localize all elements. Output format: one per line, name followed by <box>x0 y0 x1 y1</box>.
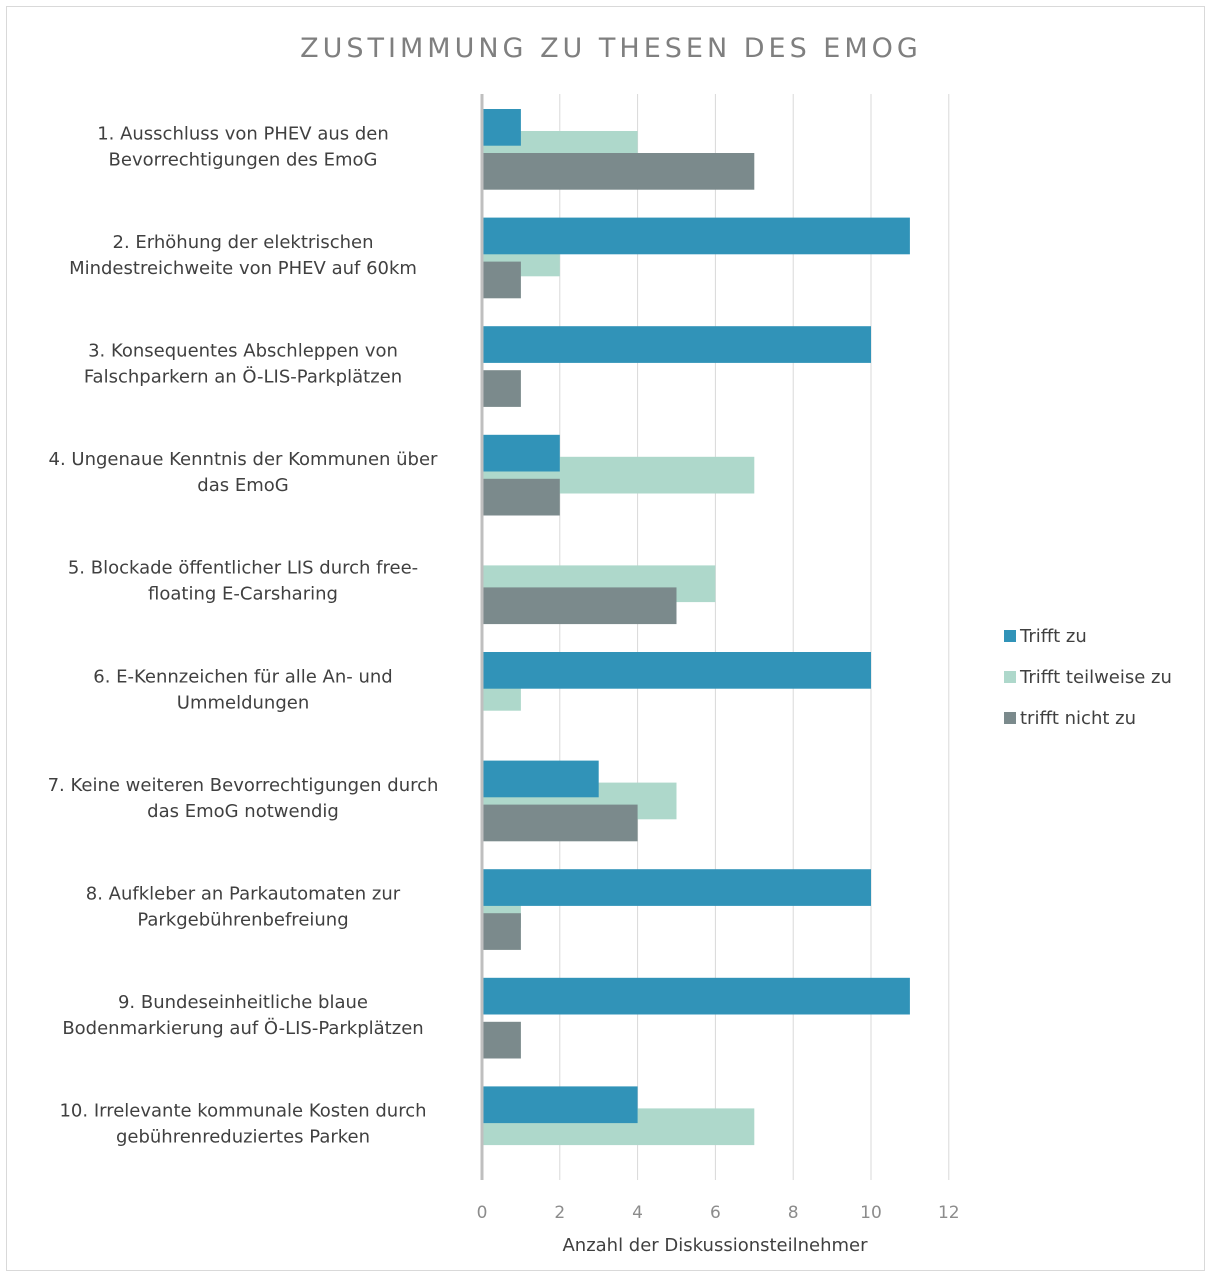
chart-title: ZUSTIMMUNG ZU THESEN DES EMOG <box>300 33 922 64</box>
category-label-line: 1. Ausschluss von PHEV aus den <box>97 123 389 144</box>
gridlines <box>559 94 950 1180</box>
category-label: 10. Irrelevante kommunale Kosten durch ge… <box>59 1101 426 1148</box>
bar-trifft-nicht-zu-8 <box>482 913 521 950</box>
category-label-line: floating E-Carsharing <box>148 584 338 605</box>
bar-trifft-nicht-zu-3 <box>482 370 521 407</box>
category-label: 3. Konsequentes Abschleppen von Falschpar… <box>84 341 402 388</box>
bar-trifft-zu-8 <box>482 869 871 906</box>
bar-trifft-zu-3 <box>482 326 871 363</box>
bar-trifft-nicht-zu-5 <box>482 587 677 625</box>
x-tick-label: 10 <box>860 1203 882 1223</box>
category-label-line: Bodenmarkierung auf Ö-LIS-Parkplätzen <box>62 1017 423 1039</box>
x-tick-label: 12 <box>938 1203 960 1223</box>
bar-trifft-zu-2 <box>482 217 910 255</box>
bar-trifft-zu-4 <box>482 434 560 472</box>
category-label-line: das EmoG notwendig <box>147 801 339 822</box>
bar-trifft-zu-6 <box>482 652 871 689</box>
category-label-line: 4. Ungenaue Kenntnis der Kommunen über <box>49 449 439 470</box>
legend: Trifft zu Trifft teilweise zu trifft nicht… <box>1004 626 1172 729</box>
bar-trifft-zu-9 <box>482 977 910 1015</box>
legend-swatch <box>1004 671 1016 683</box>
category-label-line: 3. Konsequentes Abschleppen von <box>88 341 398 362</box>
category-label-line: Ummeldungen <box>177 692 309 713</box>
category-label-line: 8. Aufkleber an Parkautomaten zur <box>86 884 401 905</box>
bar-trifft-zu-10 <box>482 1086 638 1124</box>
legend-label: trifft nicht zu <box>1020 708 1136 729</box>
legend-swatch <box>1004 630 1016 642</box>
category-label-line: Falschparkern an Ö-LIS-Parkplätzen <box>84 366 402 388</box>
category-label: 8. Aufkleber an Parkautomaten zur Parkgeb… <box>86 884 401 931</box>
legend-label: Trifft teilweise zu <box>1019 667 1172 688</box>
x-tick-label: 6 <box>710 1203 721 1223</box>
category-label: 6. E-Kennzeichen für alle An- und Ummeldu… <box>93 666 392 713</box>
category-label-line: 7. Keine weiteren Bevorrechtigungen durc… <box>48 775 439 796</box>
bar-trifft-nicht-zu-9 <box>482 1021 521 1059</box>
category-label-line: 5. Blockade öffentlicher LIS durch free- <box>68 558 418 579</box>
category-label-line: 10. Irrelevante kommunale Kosten durch <box>59 1101 426 1122</box>
bar-trifft-nicht-zu-1 <box>482 153 755 190</box>
legend-swatch <box>1004 712 1016 724</box>
category-label-line: Mindestreichweite von PHEV auf 60km <box>69 258 417 279</box>
category-label-line: 6. E-Kennzeichen für alle An- und <box>93 666 392 687</box>
bar-trifft-nicht-zu-7 <box>482 804 638 842</box>
category-label: 9. Bundeseinheitliche blaue Bodenmarkieru… <box>62 992 423 1039</box>
x-tick-label: 8 <box>788 1203 799 1223</box>
bar-trifft-nicht-zu-2 <box>482 261 521 299</box>
x-tick-label: 0 <box>477 1203 488 1223</box>
category-label-line: 2. Erhöhung der elektrischen <box>113 232 374 253</box>
x-tick-labels: 0 2 4 6 8 10 12 <box>477 1203 960 1223</box>
bar-trifft-zu-1 <box>482 109 521 146</box>
bar-trifft-nicht-zu-4 <box>482 478 560 516</box>
category-label: 4. Ungenaue Kenntnis der Kommunen über da… <box>49 449 439 496</box>
category-label-line: Parkgebührenbefreiung <box>137 910 348 931</box>
category-label-line: 9. Bundeseinheitliche blaue <box>118 992 368 1013</box>
category-label: 2. Erhöhung der elektrischen Mindestreich… <box>69 232 417 279</box>
x-tick-label: 4 <box>632 1203 643 1223</box>
category-label: 7. Keine weiteren Bevorrechtigungen durc… <box>48 775 439 822</box>
bars <box>482 109 910 1146</box>
category-label-line: Bevorrechtigungen des EmoG <box>109 149 378 170</box>
category-label: 1. Ausschluss von PHEV aus den Bevorrecht… <box>97 123 389 170</box>
x-tick-label: 2 <box>554 1203 565 1223</box>
category-label: 5. Blockade öffentlicher LIS durch free-… <box>68 558 418 605</box>
bar-trifft-zu-7 <box>482 760 599 798</box>
category-label-line: das EmoG <box>197 475 288 496</box>
category-label-line: gebührenreduziertes Parken <box>116 1127 370 1148</box>
x-axis-label: Anzahl der Diskussionsteilnehmer <box>562 1235 868 1256</box>
category-labels: 1. Ausschluss von PHEV aus den Bevorrecht… <box>48 123 439 1147</box>
legend-label: Trifft zu <box>1019 626 1087 647</box>
